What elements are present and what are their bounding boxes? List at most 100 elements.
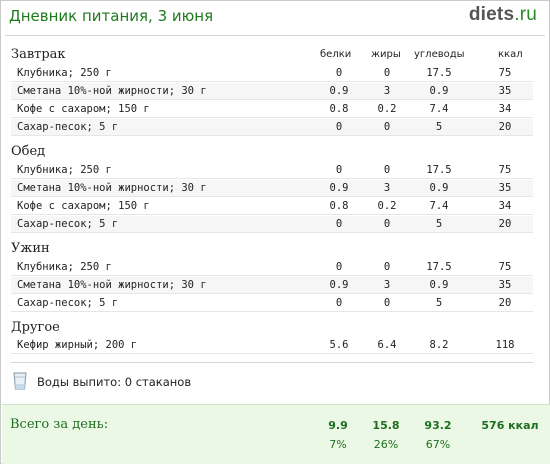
fat-value: 3 [383, 279, 391, 291]
carbs-value: 0.9 [429, 182, 449, 194]
food-name: Кофе с сахаром; 150 г [17, 103, 150, 115]
protein-value: 0 [335, 261, 343, 273]
kcal-value: 35 [498, 182, 512, 194]
water-glass-icon[interactable] [13, 372, 27, 390]
daily-totals: Всего за день: 9.9 15.8 93.2 576 ккал 7%… [2, 404, 550, 464]
table-row: Сахар-песок; 5 г 0 0 5 20 [11, 295, 533, 312]
table-row: Сахар-песок; 5 г 0 0 5 20 [11, 119, 533, 136]
food-name: Сметана 10%-ной жирности; 30 г [17, 182, 207, 194]
kcal-value: 35 [498, 279, 512, 291]
protein-value: 0.8 [329, 200, 349, 212]
kcal-value: 34 [498, 200, 512, 212]
table-row: Клубника; 250 г 0 0 17.5 75 [11, 65, 533, 82]
food-name: Кефир жирный; 200 г [17, 339, 138, 351]
fat-value: 0.2 [377, 103, 397, 115]
section-title-breakfast: Завтрак [11, 47, 66, 62]
fat-value: 0 [383, 297, 391, 309]
table-row: Сметана 10%-ной жирности; 30 г 0.9 3 0.9… [11, 180, 533, 197]
column-header-fat: жиры [371, 49, 401, 60]
food-name: Сметана 10%-ной жирности; 30 г [17, 85, 207, 97]
protein-value: 0 [335, 297, 343, 309]
carbs-value: 0.9 [429, 279, 449, 291]
kcal-value: 118 [495, 339, 515, 351]
food-name: Клубника; 250 г [17, 164, 112, 176]
carbs-value: 0.9 [429, 85, 449, 97]
header: Дневник питания, 3 июня diets.ru [1, 1, 549, 35]
protein-value: 5.6 [329, 339, 349, 351]
carbs-percent: 67% [425, 438, 451, 451]
section-title-dinner: Ужин [11, 241, 50, 256]
page-title: Дневник питания, 3 июня [9, 7, 214, 25]
carbs-value: 5 [435, 218, 443, 230]
protein-value: 0.9 [329, 279, 349, 291]
water-tracker: Воды выпито: 0 стаканов [13, 372, 313, 392]
table-row: Кефир жирный; 200 г 5.6 6.4 8.2 118 [11, 337, 533, 354]
food-name: Клубника; 250 г [17, 261, 112, 273]
column-header-carbs: углеводы [414, 49, 465, 60]
food-name: Сахар-песок; 5 г [17, 218, 119, 230]
fat-value: 3 [383, 85, 391, 97]
fat-value: 6.4 [377, 339, 397, 351]
kcal-value: 35 [498, 85, 512, 97]
protein-value: 0.9 [329, 182, 349, 194]
carbs-value: 17.5 [426, 164, 452, 176]
logo-main: diets [468, 4, 515, 25]
protein-value: 0.8 [329, 103, 349, 115]
table-row: Кофе с сахаром; 150 г 0.8 0.2 7.4 34 [11, 101, 533, 118]
kcal-value: 75 [498, 164, 512, 176]
column-header-protein: белки [320, 49, 352, 60]
protein-percent: 7% [329, 438, 347, 451]
table-row: Сахар-песок; 5 г 0 0 5 20 [11, 216, 533, 233]
food-name: Кофе с сахаром; 150 г [17, 200, 150, 212]
fat-value: 0 [383, 218, 391, 230]
kcal-value: 20 [498, 121, 512, 133]
table-row: Клубника; 250 г 0 0 17.5 75 [11, 162, 533, 179]
kcal-value: 20 [498, 218, 512, 230]
total-fat: 15.8 [372, 419, 400, 432]
header-divider [5, 35, 545, 36]
divider [11, 362, 533, 363]
total-kcal: 576 ккал [481, 419, 539, 432]
food-name: Сахар-песок; 5 г [17, 121, 119, 133]
column-header-kcal: ккал [498, 49, 523, 60]
fat-value: 0 [383, 164, 391, 176]
table-row: Сметана 10%-ной жирности; 30 г 0.9 3 0.9… [11, 83, 533, 100]
carbs-value: 7.4 [429, 103, 449, 115]
section-title-lunch: Обед [11, 144, 46, 159]
carbs-value: 5 [435, 121, 443, 133]
carbs-value: 17.5 [426, 67, 452, 79]
totals-label: Всего за день: [10, 417, 109, 432]
food-name: Сметана 10%-ной жирности; 30 г [17, 279, 207, 291]
fat-value: 0 [383, 67, 391, 79]
total-protein: 9.9 [328, 419, 348, 432]
total-carbs: 93.2 [424, 419, 452, 432]
food-name: Сахар-песок; 5 г [17, 297, 119, 309]
table-row: Кофе с сахаром; 150 г 0.8 0.2 7.4 34 [11, 198, 533, 215]
table-row: Клубника; 250 г 0 0 17.5 75 [11, 259, 533, 276]
kcal-value: 20 [498, 297, 512, 309]
carbs-value: 7.4 [429, 200, 449, 212]
carbs-value: 17.5 [426, 261, 452, 273]
logo-suffix: .ru [514, 4, 537, 25]
water-count-label: Воды выпито: 0 стаканов [37, 375, 192, 389]
protein-value: 0 [335, 164, 343, 176]
fat-value: 0 [383, 121, 391, 133]
fat-value: 0.2 [377, 200, 397, 212]
carbs-value: 8.2 [429, 339, 449, 351]
section-title-other: Другое [11, 320, 60, 335]
protein-value: 0.9 [329, 85, 349, 97]
protein-value: 0 [335, 218, 343, 230]
carbs-value: 5 [435, 297, 443, 309]
kcal-value: 75 [498, 261, 512, 273]
protein-value: 0 [335, 67, 343, 79]
fat-percent: 26% [373, 438, 399, 451]
kcal-value: 75 [498, 67, 512, 79]
fat-value: 3 [383, 182, 391, 194]
kcal-value: 34 [498, 103, 512, 115]
table-row: Сметана 10%-ной жирности; 30 г 0.9 3 0.9… [11, 277, 533, 294]
protein-value: 0 [335, 121, 343, 133]
fat-value: 0 [383, 261, 391, 273]
site-logo[interactable]: diets.ru [469, 4, 537, 26]
food-name: Клубника; 250 г [17, 67, 112, 79]
